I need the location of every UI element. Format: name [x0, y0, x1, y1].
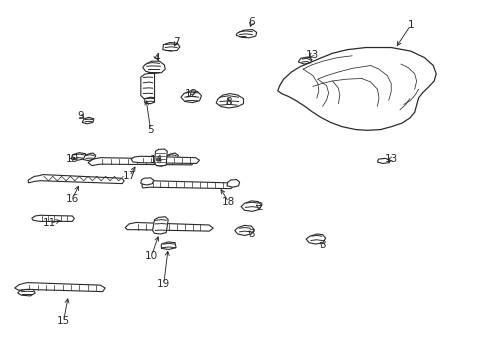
- Polygon shape: [15, 283, 105, 292]
- Polygon shape: [142, 181, 233, 189]
- Text: 11: 11: [43, 218, 57, 228]
- Polygon shape: [125, 222, 213, 231]
- Polygon shape: [161, 242, 176, 249]
- Text: 13: 13: [384, 154, 397, 164]
- Polygon shape: [82, 117, 94, 124]
- Polygon shape: [142, 61, 165, 73]
- Text: 15: 15: [57, 316, 70, 326]
- Polygon shape: [181, 91, 201, 103]
- Text: 16: 16: [65, 194, 79, 204]
- Polygon shape: [234, 225, 254, 235]
- Text: 1: 1: [407, 20, 413, 30]
- Polygon shape: [298, 57, 311, 64]
- Text: 5: 5: [147, 125, 154, 135]
- Text: 7: 7: [172, 37, 179, 48]
- Polygon shape: [236, 30, 256, 38]
- Polygon shape: [226, 180, 239, 187]
- Polygon shape: [241, 201, 261, 211]
- Polygon shape: [83, 153, 96, 161]
- Polygon shape: [216, 94, 243, 108]
- Text: 12: 12: [184, 89, 198, 99]
- Polygon shape: [131, 156, 199, 163]
- Text: 3: 3: [248, 229, 255, 239]
- Polygon shape: [305, 234, 325, 244]
- Text: 17: 17: [122, 171, 136, 181]
- Polygon shape: [377, 158, 389, 163]
- Text: 9: 9: [77, 111, 84, 121]
- Text: 4: 4: [153, 53, 160, 63]
- Polygon shape: [163, 42, 180, 51]
- Polygon shape: [18, 289, 35, 296]
- Text: 13: 13: [305, 50, 318, 60]
- Polygon shape: [277, 48, 435, 130]
- Polygon shape: [28, 175, 124, 184]
- Polygon shape: [32, 215, 74, 221]
- Text: 14: 14: [149, 155, 163, 165]
- Text: 2: 2: [255, 202, 262, 212]
- Text: 19: 19: [65, 154, 79, 164]
- Polygon shape: [165, 153, 178, 161]
- Text: 6: 6: [248, 17, 255, 27]
- Polygon shape: [141, 178, 153, 185]
- Polygon shape: [141, 73, 154, 99]
- Text: 19: 19: [157, 279, 170, 289]
- Text: 10: 10: [145, 251, 158, 261]
- Polygon shape: [144, 97, 154, 104]
- Polygon shape: [152, 217, 168, 234]
- Text: 8: 8: [225, 96, 232, 107]
- Polygon shape: [154, 149, 167, 166]
- Text: 3: 3: [319, 240, 325, 250]
- Text: 18: 18: [222, 197, 235, 207]
- Polygon shape: [88, 158, 194, 166]
- Polygon shape: [71, 153, 85, 160]
